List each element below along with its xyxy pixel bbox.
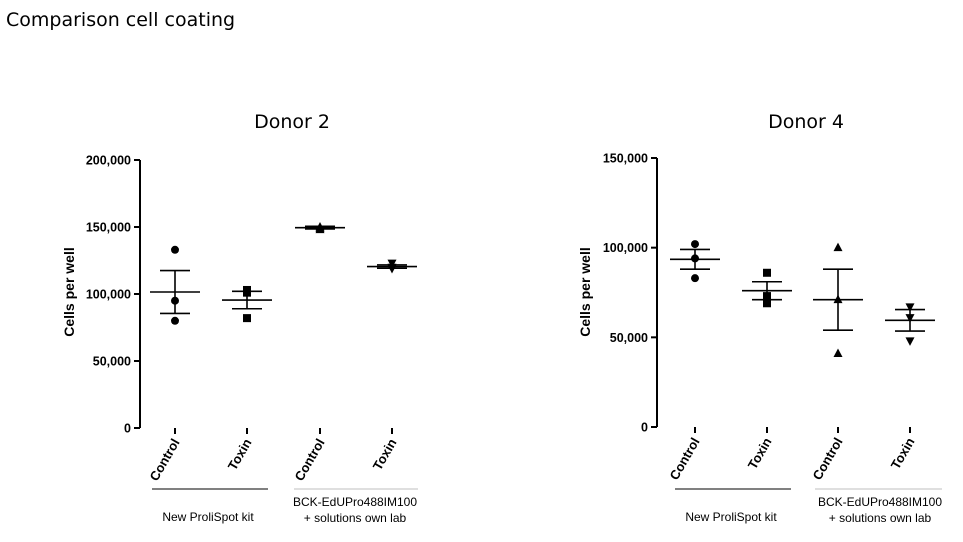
group-label: BCK-EdUPro488IM100 + solutions own lab	[818, 495, 942, 525]
data-point	[833, 294, 843, 304]
data-point	[171, 316, 179, 325]
x-tick-label: Toxin	[225, 436, 255, 473]
data-point	[315, 224, 325, 234]
data-point	[833, 242, 843, 252]
y-tick-label: 0	[124, 422, 131, 436]
y-tick-label: 100,000	[86, 288, 131, 302]
group-label-line: + solutions own lab	[829, 511, 932, 525]
data-point	[171, 245, 179, 254]
x-tick-label: Control	[809, 435, 845, 483]
y-tick-label: 50,000	[610, 331, 648, 345]
chart-title: Donor 4	[768, 111, 844, 133]
x-tick-label: Toxin	[370, 436, 400, 473]
data-point	[243, 314, 251, 323]
data-point	[833, 348, 843, 357]
group-label-line: New ProliSpot kit	[162, 510, 254, 524]
x-tick-label: Control	[146, 436, 182, 484]
y-tick-label: 0	[641, 421, 648, 435]
group-label-line: New ProliSpot kit	[685, 510, 777, 524]
y-tick-label: 200,000	[86, 154, 131, 168]
x-tick-label: Control	[666, 435, 702, 483]
group-label-line: BCK-EdUPro488IM100	[818, 495, 942, 509]
x-tick-label: Toxin	[745, 435, 775, 472]
data-point	[243, 288, 251, 297]
data-point	[905, 303, 915, 312]
y-tick-label: 150,000	[86, 221, 131, 235]
y-tick-label: 50,000	[93, 355, 131, 369]
data-point	[763, 292, 771, 301]
chart-title: Donor 2	[254, 111, 330, 133]
group-label: New ProliSpot kit	[685, 510, 777, 524]
x-tick-label: Control	[291, 436, 327, 484]
data-point	[691, 274, 699, 283]
group-label: New ProliSpot kit	[162, 510, 254, 524]
y-tick-label: 100,000	[603, 241, 648, 255]
x-tick-label: Toxin	[888, 435, 918, 472]
data-point	[691, 240, 699, 249]
group-label-line: + solutions own lab	[304, 511, 407, 525]
y-axis-label: Cells per well	[577, 247, 593, 336]
group-label-line: BCK-EdUPro488IM100	[293, 495, 417, 509]
data-point	[763, 268, 771, 277]
data-point	[387, 265, 397, 274]
y-axis-label: Cells per well	[61, 247, 77, 336]
data-point	[763, 299, 771, 308]
data-point	[905, 314, 915, 323]
data-point	[171, 296, 179, 305]
group-label: BCK-EdUPro488IM100 + solutions own lab	[293, 495, 417, 525]
y-tick-label: 150,000	[603, 152, 648, 166]
slide-title: Comparison cell coating	[6, 9, 236, 31]
data-point	[691, 254, 699, 263]
data-point	[905, 337, 915, 346]
